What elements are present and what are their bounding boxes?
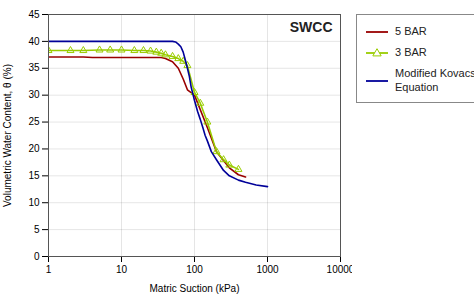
svg-text:Volumetric Water Content, θ (%: Volumetric Water Content, θ (%) bbox=[2, 64, 13, 207]
svg-text:0: 0 bbox=[34, 251, 40, 262]
svg-text:10: 10 bbox=[116, 264, 128, 275]
svg-text:20: 20 bbox=[28, 143, 40, 154]
svg-text:40: 40 bbox=[28, 36, 40, 47]
svg-text:5: 5 bbox=[34, 224, 40, 235]
svg-text:10: 10 bbox=[28, 197, 40, 208]
svg-text:1: 1 bbox=[46, 264, 52, 275]
svg-text:15: 15 bbox=[28, 170, 40, 181]
svg-text:45: 45 bbox=[28, 9, 40, 20]
svg-text:10000: 10000 bbox=[327, 264, 352, 275]
html-text:5 BAR: 5 BAR bbox=[395, 25, 427, 37]
svg-text:SWCC: SWCC bbox=[290, 19, 333, 35]
svg-text:1000: 1000 bbox=[256, 264, 279, 275]
svg-text:25: 25 bbox=[28, 116, 40, 127]
html-text:3 BAR: 3 BAR bbox=[395, 46, 427, 59]
svg-text:30: 30 bbox=[28, 89, 40, 100]
svg-text:35: 35 bbox=[28, 62, 40, 73]
svg-text:100: 100 bbox=[186, 264, 203, 275]
svg-text:Matric Suction (kPa): Matric Suction (kPa) bbox=[149, 283, 239, 294]
